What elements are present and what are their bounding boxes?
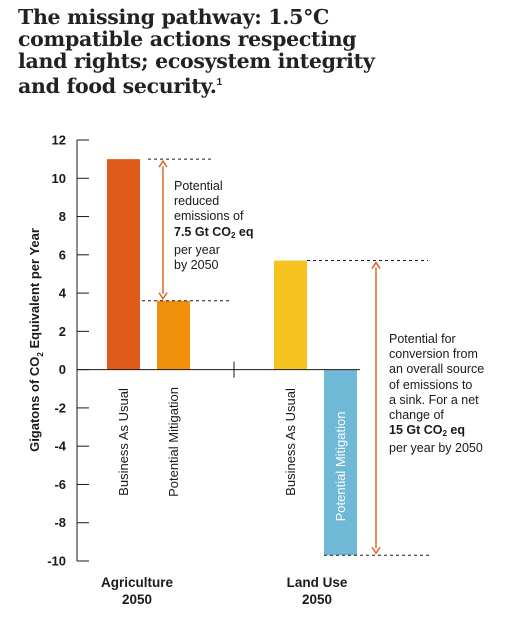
agriculture-arrow: [158, 159, 168, 301]
y-tick-label: 8: [59, 209, 66, 224]
bar: [107, 159, 140, 370]
y-tick-label: -2: [54, 400, 66, 415]
y-tick-label: 4: [59, 286, 67, 301]
bar: [157, 300, 190, 370]
arrow-head-down: [158, 292, 168, 301]
land-use-annotation-line: conversion from: [389, 347, 478, 362]
arrow-head-up: [158, 159, 168, 168]
arrow-head-down: [371, 546, 381, 555]
chart-title: The missing pathway: 1.5°C compatible ac…: [18, 5, 375, 98]
bar-label: Business As Usual: [116, 388, 131, 496]
y-tick-label: 10: [52, 171, 66, 186]
land-use-annotation-line: change of: [389, 408, 444, 423]
agriculture-annotation: Potential reduced emissions of 7.5 Gt CO…: [174, 179, 284, 273]
bar-label: Potential Mitigation: [333, 412, 348, 522]
y-tick-label: -10: [47, 554, 66, 569]
land-use-annotation-value: 15 Gt CO2 eq: [389, 423, 466, 439]
land-use-annotation: Potential for conversion from an overall…: [389, 332, 509, 457]
agriculture-annotation-line: Potential: [174, 179, 223, 193]
group-label-land-use: Land Use 2050: [286, 575, 348, 607]
land-use-annotation-line: Potential for: [389, 332, 456, 346]
land-use-annotation-line: a sink. For a net: [389, 392, 479, 407]
agriculture-annotation-value: 7.5 Gt CO2 eq: [174, 224, 254, 240]
y-tick-label: 6: [59, 247, 66, 262]
land-use-annotation-line: per year by 2050: [389, 441, 483, 456]
y-tick-label: -6: [54, 477, 66, 492]
arrow-head-up: [371, 261, 381, 269]
agriculture-annotation-line: reduced: [174, 194, 220, 209]
group-label-agriculture: Agriculture 2050: [100, 575, 173, 607]
agriculture-annotation-line: by 2050: [174, 258, 219, 273]
y-tick-label: 2: [59, 324, 66, 339]
bar: [274, 260, 307, 370]
agriculture-annotation-line: emissions of: [174, 209, 244, 224]
y-tick-label: 12: [52, 133, 66, 148]
y-tick-label: -8: [54, 515, 66, 530]
land-use-arrow: [371, 261, 381, 555]
y-tick-label: -4: [54, 439, 66, 454]
land-use-annotation-line: of emissions to: [389, 377, 473, 392]
y-tick-label: 0: [59, 362, 66, 377]
land-use-annotation-line: an overall source: [389, 362, 485, 377]
agriculture-annotation-line: per year: [174, 242, 220, 257]
bar-label: Business As Usual: [283, 388, 298, 496]
bar-label: Potential Mitigation: [166, 387, 181, 497]
bar: [324, 369, 357, 556]
